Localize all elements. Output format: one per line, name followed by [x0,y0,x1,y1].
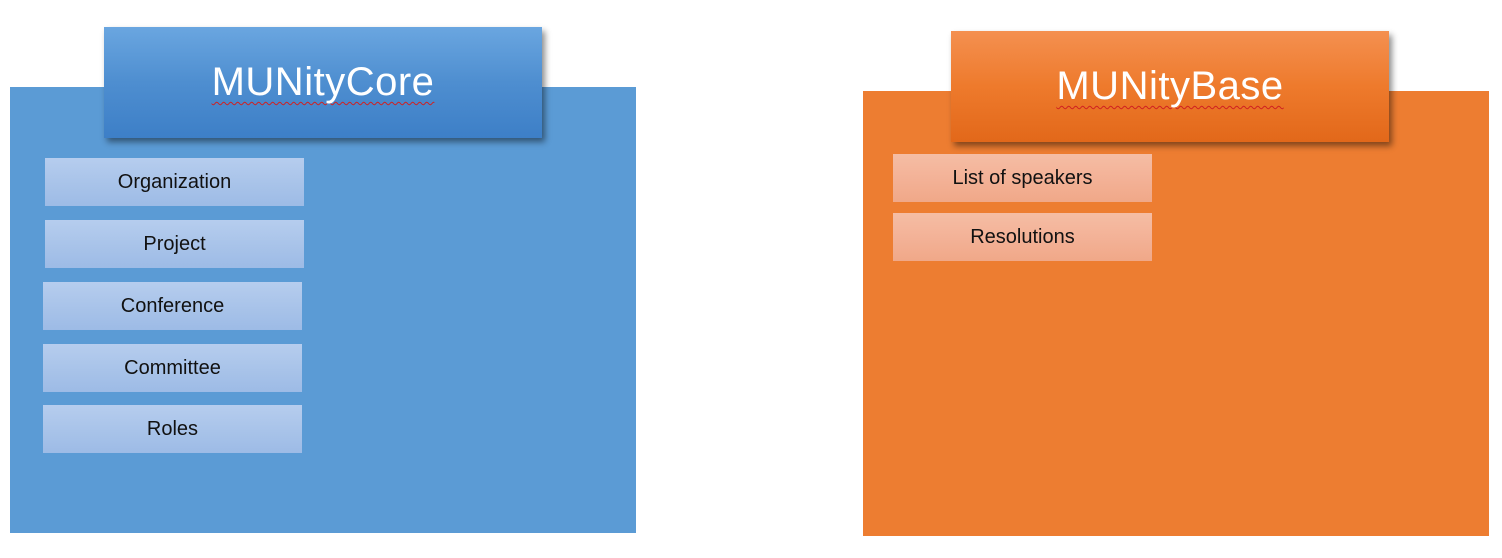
base-module-title: MUNityBase [1056,64,1284,108]
core-item-organization: Organization [45,158,304,206]
core-item-project: Project [45,220,304,268]
core-item-label: Roles [146,417,199,440]
base-item-list-of-speakers: List of speakers [893,154,1152,202]
core-module-title-box: MUNityCore [104,27,542,138]
core-item-label: Conference [120,294,225,317]
base-item-label: List of speakers [952,166,1093,189]
base-item-label: Resolutions [970,225,1075,248]
base-item-resolutions: Resolutions [893,213,1152,261]
core-item-committee: Committee [43,344,302,392]
core-item-roles: Roles [43,405,302,453]
core-item-label: Committee [124,356,221,379]
core-module-title: MUNityCore [211,60,435,104]
core-item-label: Organization [117,170,232,193]
base-module-title-box: MUNityBase [951,31,1389,142]
core-item-conference: Conference [43,282,302,330]
core-item-label: Project [143,232,206,255]
